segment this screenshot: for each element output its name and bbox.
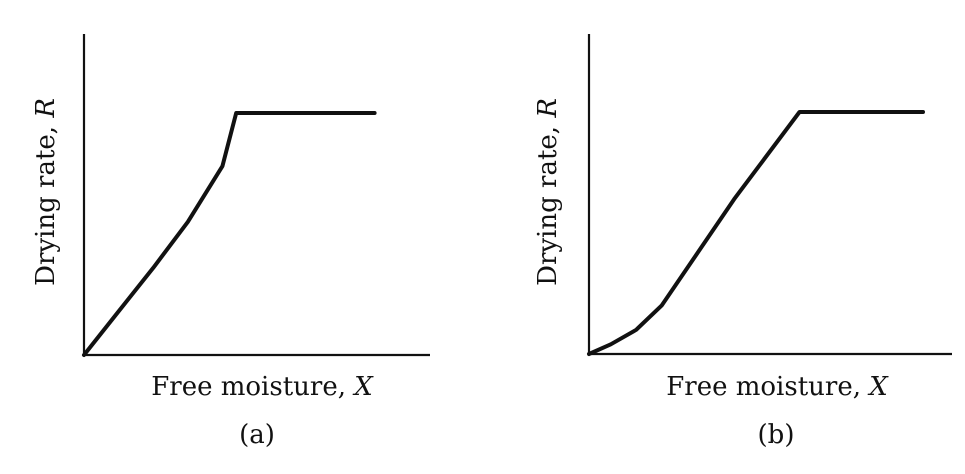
drying-curve-a <box>82 111 377 357</box>
caption-b: (b) <box>758 420 795 450</box>
drying-curve-b <box>587 110 925 356</box>
panel-a: Drying rate, R Free moisture, X (a) <box>31 34 430 450</box>
caption-a: (a) <box>239 420 275 450</box>
x-axis-label-a: Free moisture, X <box>151 372 374 402</box>
y-axis-label-a: Drying rate, R <box>31 98 61 286</box>
x-axis-label-b: Free moisture, X <box>666 372 889 402</box>
y-axis-label-b: Drying rate, R <box>533 98 563 286</box>
panel-b: Drying rate, R Free moisture, X (b) <box>533 34 952 450</box>
